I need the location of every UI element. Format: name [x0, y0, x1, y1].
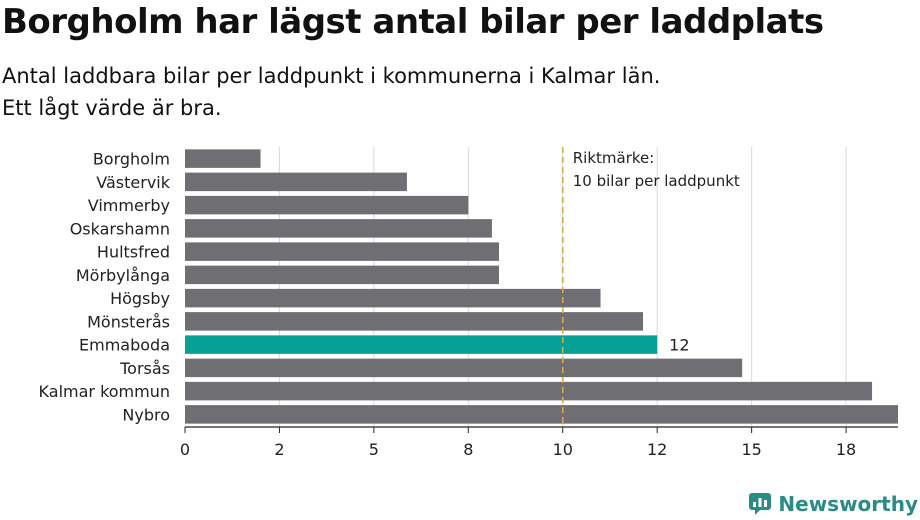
category-label: Mörbylånga [76, 266, 170, 285]
bar [185, 195, 469, 215]
category-label: Nybro [122, 405, 170, 424]
x-tick-label: 12 [647, 440, 667, 459]
brand-logo: Newsworthy [748, 492, 918, 516]
reference-label-line-2: 10 bilar per laddpunkt [573, 172, 740, 190]
chart-title: Borgholm har lägst antal bilar per laddp… [2, 2, 824, 42]
newsworthy-logo-icon [749, 493, 772, 515]
chart-subtitle-line-1: Antal laddbara bilar per laddpunkt i kom… [2, 64, 661, 88]
category-label: Mönsterås [87, 312, 170, 331]
bar [185, 172, 407, 192]
category-label: Oskarshamn [70, 219, 170, 238]
reference-layer: Riktmärke: 10 bilar per laddpunkt [561, 147, 740, 426]
bars-layer: 12 [185, 149, 898, 424]
category-label: Kalmar kommun [39, 382, 170, 401]
x-tick-label: 18 [836, 440, 856, 459]
x-tick-label: 8 [463, 440, 473, 459]
x-tick-label: 2 [274, 440, 284, 459]
category-label: Vimmerby [88, 196, 170, 215]
bar [185, 219, 492, 238]
grid-layer [278, 147, 847, 426]
bar [185, 265, 500, 285]
bar-highlighted [185, 335, 658, 354]
bar [185, 242, 500, 261]
x-tick-label: 15 [741, 440, 761, 459]
x-tick-label: 0 [180, 440, 190, 459]
brand-name: Newsworthy [778, 492, 918, 516]
chart-subtitle-line-2: Ett lågt värde är bra. [2, 96, 222, 120]
bar [185, 149, 261, 168]
category-label: Borgholm [93, 150, 170, 169]
category-label: Västervik [96, 173, 170, 192]
category-label: Högsby [110, 289, 170, 308]
bar [185, 405, 898, 424]
bar [185, 358, 743, 378]
x-tick-label: 5 [369, 440, 379, 459]
data-label: 12 [669, 336, 689, 355]
category-label: Hultsfred [97, 243, 170, 262]
x-tick-label: 10 [553, 440, 573, 459]
bar [185, 288, 601, 308]
category-label: Torsås [119, 359, 170, 378]
category-label: Emmaboda [79, 336, 170, 355]
bar [185, 381, 873, 401]
axis-layer: Borgholm Västervik Vimmerby Oskarshamn Hults… [39, 150, 898, 459]
reference-label-line-1: Riktmärke: [573, 149, 655, 167]
bar [185, 312, 644, 331]
bar-chart: 12 Borgholm Västervik Vimmerby Oskarshamn Hu… [39, 147, 898, 459]
